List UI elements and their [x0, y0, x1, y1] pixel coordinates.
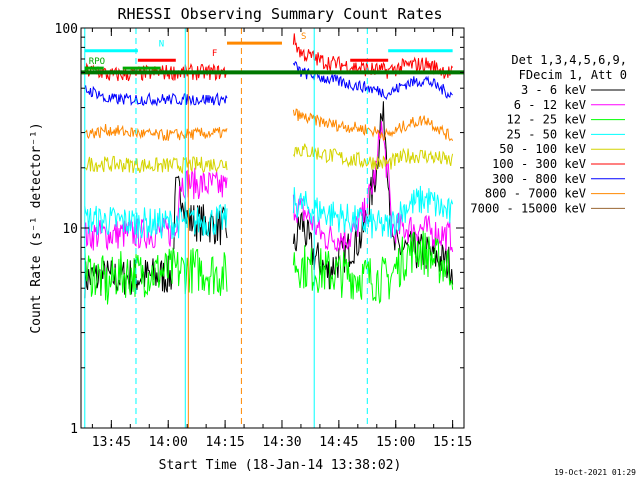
x-axis-label: Start Time (18-Jan-14 13:38:02) [159, 458, 402, 473]
legend-label-6: 300 - 800 keV [492, 172, 586, 186]
legend-label-2: 12 - 25 keV [507, 113, 586, 127]
series-trace-1-0 [84, 167, 228, 251]
legend-label-3: 25 - 50 keV [507, 127, 586, 141]
x-tick-label-1: 14:00 [149, 435, 188, 450]
series-trace-2-0 [84, 246, 228, 305]
x-tick-label-5: 15:00 [376, 435, 415, 450]
legend-label-0: 3 - 6 keV [521, 83, 586, 97]
mode-bar-label-0: N [159, 40, 164, 50]
x-tick-label-0: 13:45 [92, 435, 131, 450]
chart-title: RHESSI Observing Summary Count Rates [117, 5, 442, 23]
y-axis-label: Count Rate (s⁻¹ detector⁻¹) [29, 122, 44, 333]
legend: Det 1,3,4,5,6,9,FDecim 1, Att 03 - 6 keV… [470, 53, 627, 215]
footer-timestamp: 19-Oct-2021 01:29 [554, 468, 636, 477]
legend-header-1: FDecim 1, Att 0 [519, 68, 627, 82]
y-tick-label-1: 10 [62, 222, 78, 237]
x-tick-label-2: 14:15 [206, 435, 245, 450]
legend-label-5: 100 - 300 keV [492, 157, 586, 171]
series-trace-7-0 [84, 123, 228, 141]
series-trace-6-1 [292, 61, 453, 101]
legend-header-0: Det 1,3,4,5,6,9, [511, 53, 627, 67]
mode-bar-label-3: RPO [89, 57, 105, 67]
series-trace-7-1 [292, 108, 454, 142]
legend-label-8: 7000 - 15000 keV [470, 201, 586, 215]
mode-bar-layer: NFSRPORD6 [81, 32, 464, 76]
legend-label-4: 50 - 100 keV [499, 142, 586, 156]
y-tick-label-2: 100 [55, 22, 78, 37]
axis-layer: 13:45 14:00 14:15 14:30 14:45 15:00 15:15 1 10 10… [55, 22, 473, 450]
legend-label-1: 6 - 12 keV [514, 98, 586, 112]
x-tick-label-6: 15:15 [433, 435, 472, 450]
x-tick-label-3: 14:30 [262, 435, 301, 450]
series-layer [84, 33, 454, 305]
legend-label-7: 800 - 7000 keV [485, 187, 586, 201]
x-tick-label-4: 14:45 [319, 435, 358, 450]
series-trace-2-1 [292, 230, 454, 305]
series-trace-0-0 [84, 175, 228, 299]
series-trace-6-0 [84, 84, 228, 107]
series-trace-3-0 [84, 203, 228, 240]
series-trace-4-1 [292, 143, 454, 171]
mode-bar-label-1: F [212, 49, 217, 59]
series-trace-1-1 [292, 121, 454, 252]
series-trace-3-1 [292, 185, 454, 239]
y-tick-label-0: 1 [70, 422, 78, 437]
series-trace-4-0 [84, 155, 228, 175]
mode-bar-label-2: S [301, 32, 306, 42]
